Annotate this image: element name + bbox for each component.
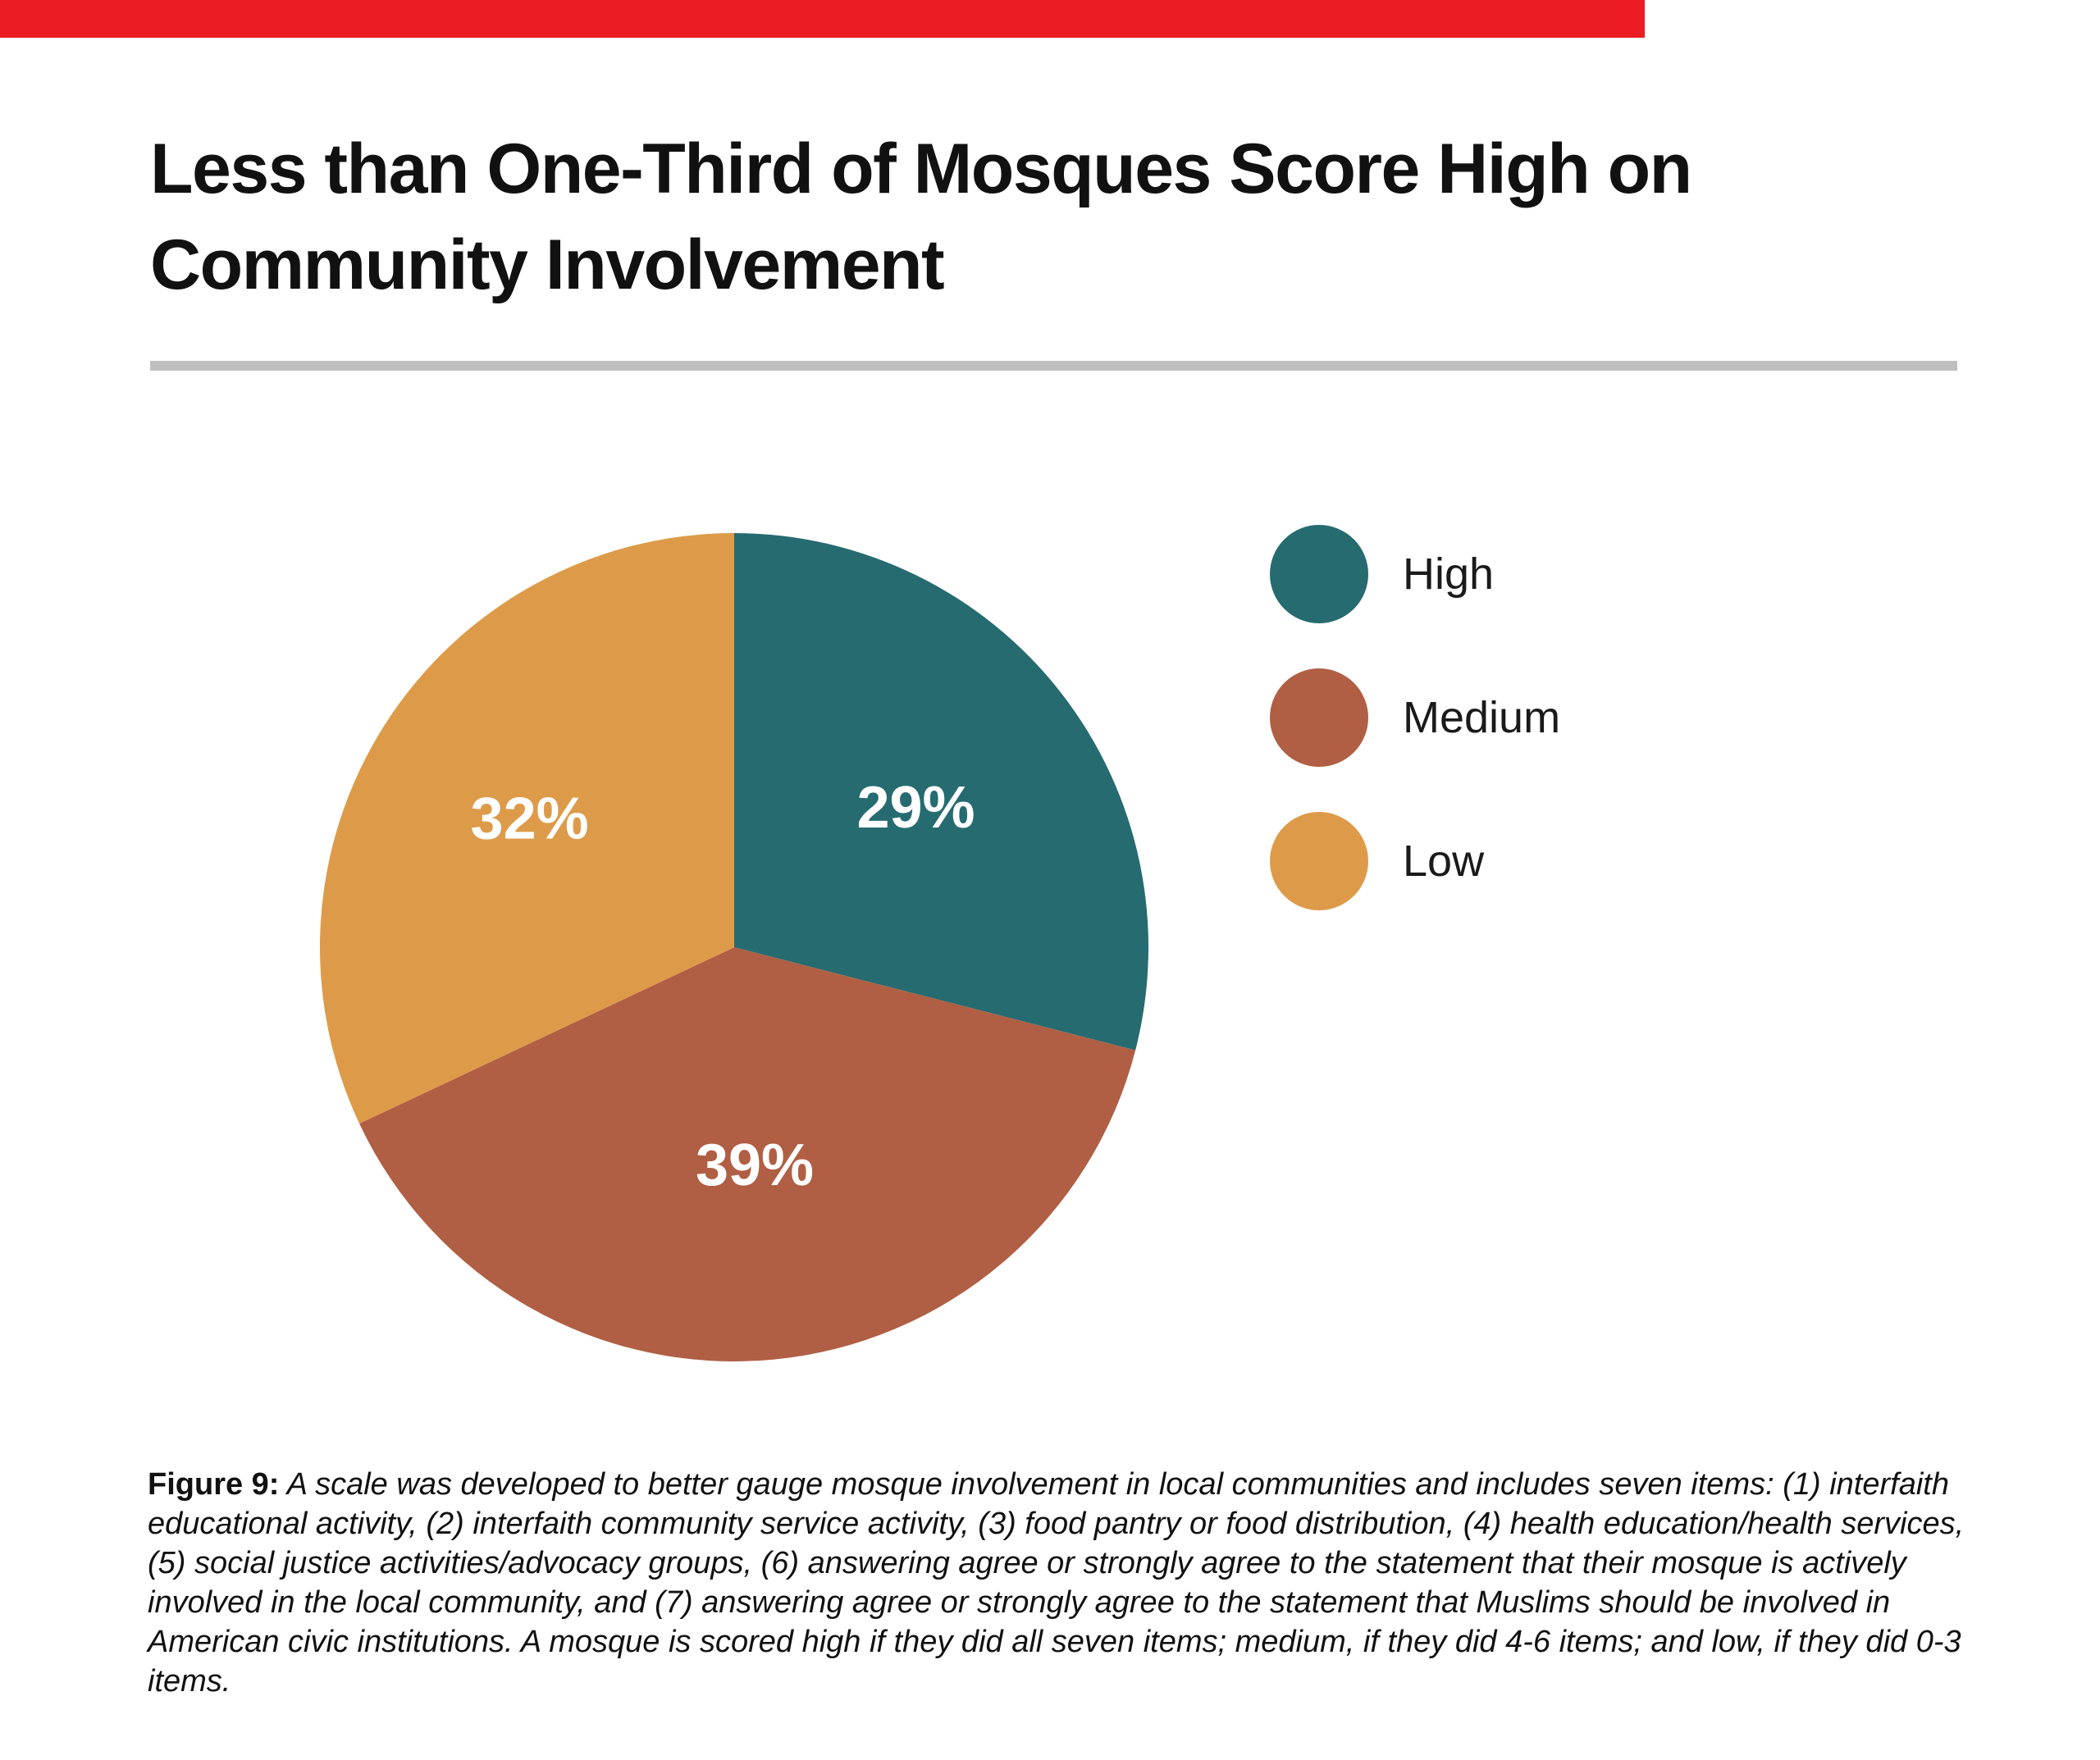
pie-label-medium: 39% bbox=[696, 1133, 814, 1198]
chart-title: Less than One-Third of Mosques Score Hig… bbox=[150, 121, 1955, 313]
legend-label-medium: Medium bbox=[1403, 693, 1561, 742]
pie-label-high: 29% bbox=[856, 775, 975, 841]
pie-slice-medium bbox=[359, 947, 1136, 1361]
figure-caption-label: Figure 9: bbox=[148, 1467, 280, 1502]
chart-title-line1: Less than One-Third of Mosques Score Hig… bbox=[150, 130, 1692, 208]
legend-swatch-medium-icon bbox=[1270, 668, 1368, 767]
legend-label-low: Low bbox=[1403, 837, 1485, 886]
legend-swatch-high-icon bbox=[1270, 525, 1368, 623]
legend-item-low: Low bbox=[1270, 812, 1484, 910]
legend-item-high: High bbox=[1270, 525, 1494, 623]
pie-chart-area: 29% 39% 32% bbox=[320, 533, 1148, 1361]
pie-chart: 29% 39% 32% bbox=[320, 533, 1148, 1361]
legend-swatch-low-icon bbox=[1270, 812, 1368, 910]
figure-caption: Figure 9: A scale was developed to bette… bbox=[148, 1465, 1993, 1701]
pie-slice-low bbox=[320, 533, 734, 1124]
chart-title-line2: Community Involvement bbox=[150, 226, 945, 304]
pie-slice-high bbox=[734, 533, 1148, 1051]
title-divider bbox=[150, 361, 1957, 371]
red-accent-bar bbox=[0, 0, 1645, 38]
pie-label-low: 32% bbox=[471, 787, 589, 852]
legend-item-medium: Medium bbox=[1270, 668, 1560, 767]
legend-label-high: High bbox=[1403, 549, 1495, 599]
figure-caption-text: A scale was developed to better gauge mo… bbox=[148, 1467, 1965, 1698]
